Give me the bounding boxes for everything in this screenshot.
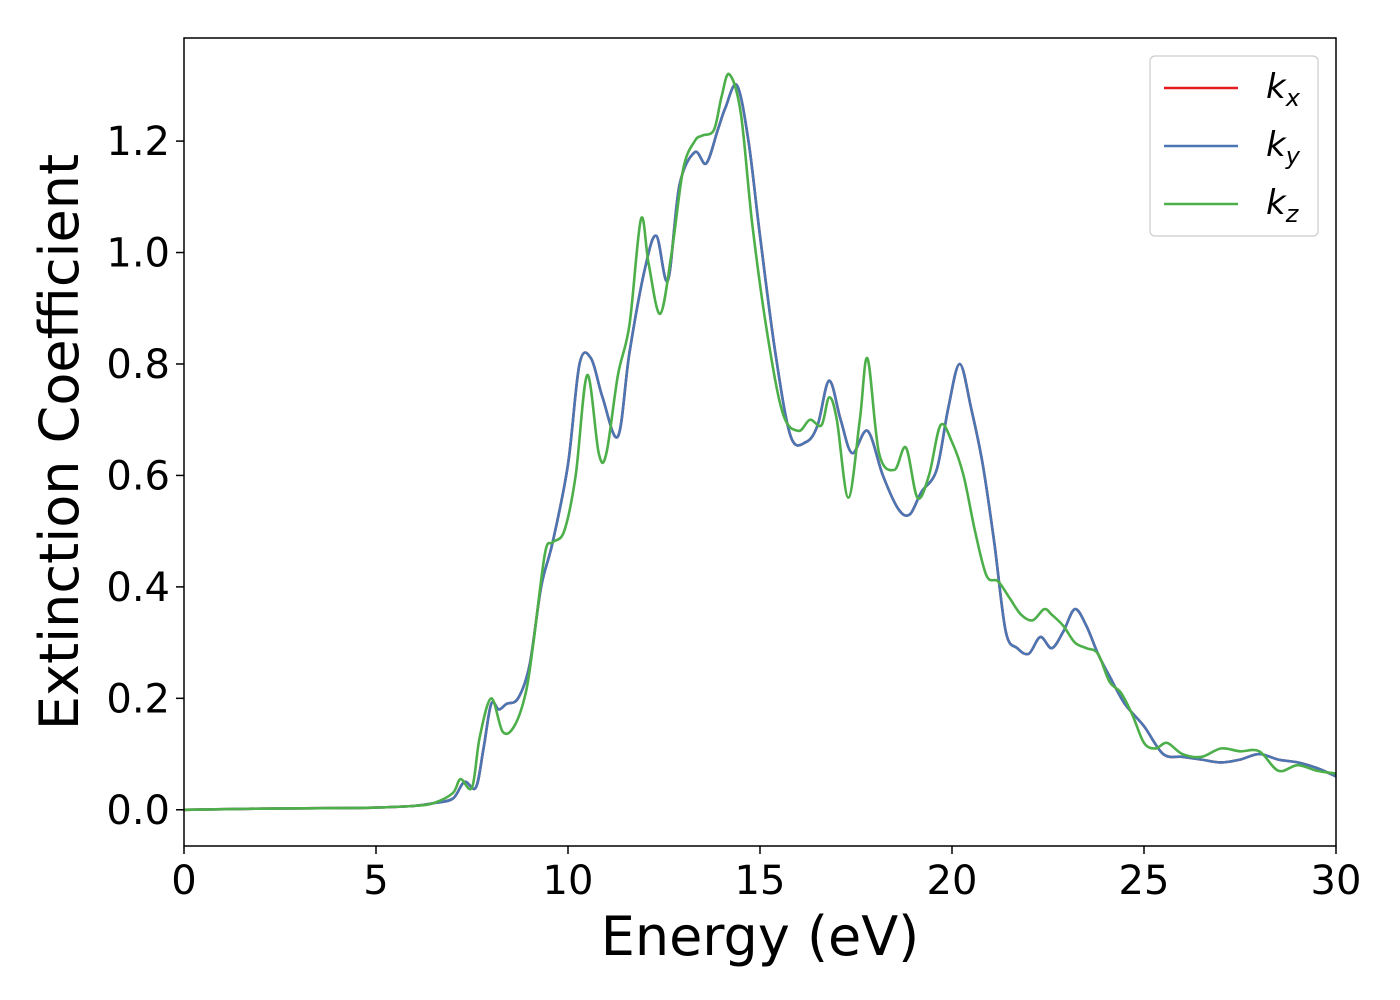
y-tick-label: 1.2 [106,119,170,165]
y-tick-label: 0.8 [106,342,170,388]
x-tick-label: 10 [543,858,594,904]
y-tick-label: 0.2 [106,676,170,722]
y-tick-label: 0.0 [106,788,170,834]
y-tick-label: 0.4 [106,565,170,611]
x-tick-label: 0 [171,858,196,904]
legend-label-y: ky [1266,125,1301,170]
x-tick-label: 20 [927,858,978,904]
legend: kx ky kz [1149,55,1319,237]
y-tick-label: 1.0 [106,231,170,277]
legend-label-z: kz [1266,183,1300,228]
x-tick-label: 15 [735,858,786,904]
x-tick-label: 25 [1119,858,1170,904]
x-axis-label: Energy (eV) [601,905,920,968]
x-tick-label: 5 [363,858,388,904]
legend-label-x: kx [1266,67,1301,112]
y-tick-label: 0.6 [106,453,170,499]
x-tick-label: 30 [1311,858,1362,904]
y-axis-ticks: 0.0 0.2 0.4 0.6 0.8 1.0 1.2 [106,119,184,834]
series-layer [183,72,1337,812]
x-axis-ticks: 0 5 10 15 20 25 30 [171,846,1361,904]
y-axis-label: Extinction Coefficient [28,154,91,730]
series-line-z [183,72,1337,812]
